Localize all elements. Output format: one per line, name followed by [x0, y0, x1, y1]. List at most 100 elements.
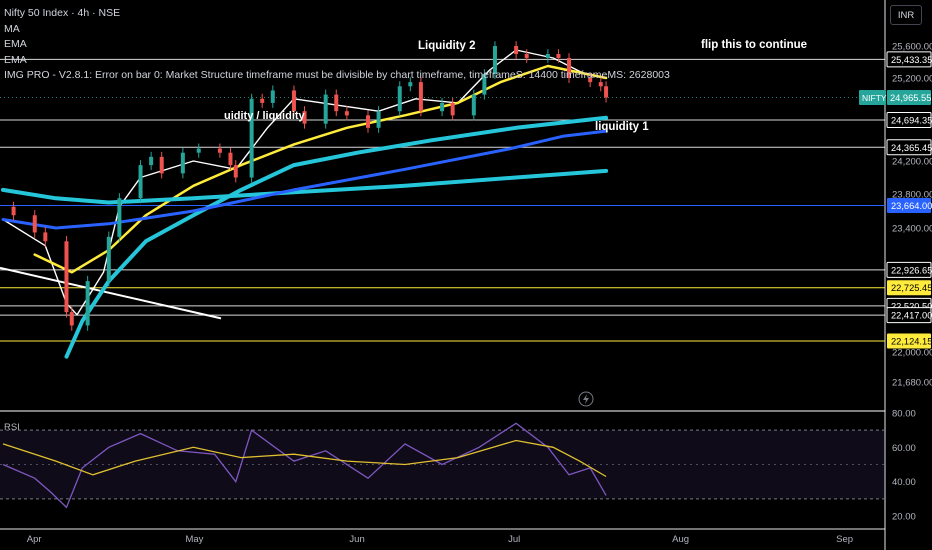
candle-body [598, 82, 603, 87]
level-label-0: 25,433.35 [891, 55, 932, 65]
candle-body [397, 86, 402, 112]
currency-button[interactable]: INR [890, 5, 922, 25]
price-tick-label: 23,800.00 [892, 190, 932, 201]
level-label-box-5 [887, 280, 931, 296]
indicator-ema-label-2[interactable]: EMA [4, 53, 27, 66]
moving-average-line-4 [1, 129, 608, 230]
candle-body [64, 241, 69, 313]
price-tick-label: 21,680.00 [892, 378, 932, 389]
candle-body [233, 165, 238, 178]
price-tick-label: 25,200.00 [892, 74, 932, 85]
moving-average-line-2 [64, 115, 609, 359]
candle-body [106, 236, 111, 282]
level-label-box-2 [886, 139, 932, 156]
candle-body [249, 98, 254, 178]
indicator-ma-label[interactable]: MA [4, 22, 20, 35]
candle-body [556, 54, 561, 58]
candle-body [418, 82, 423, 112]
candle-body [159, 156, 164, 174]
indicator-error-message: IMG PRO - V2.8.1: Error on bar 0: Market… [4, 69, 670, 81]
lightning-glyph [583, 394, 589, 404]
candle-body [196, 148, 201, 153]
time-tick-label: Aug [672, 534, 689, 545]
candle-body [217, 148, 222, 153]
candle-body [291, 90, 296, 112]
candle-body [450, 102, 455, 116]
price-tick-label: 22,000.00 [892, 348, 932, 359]
moving-average-line-1 [33, 64, 608, 274]
annotation-flip: flip this to continue [701, 39, 808, 51]
candle-body [545, 54, 550, 58]
candle-body [366, 115, 371, 128]
candle-body [323, 94, 328, 124]
level-label-box-7 [886, 307, 932, 324]
candle-body [180, 152, 185, 174]
candle-body [149, 156, 154, 166]
time-tick-label: May [185, 534, 203, 545]
candle-body [440, 102, 445, 112]
candle-body [524, 54, 529, 58]
rsi-ma-line [2, 439, 607, 478]
last-price-symbol-box [859, 89, 886, 105]
candle-body [334, 94, 339, 112]
level-label-6: 22,520.50 [891, 301, 932, 311]
last-price-box [887, 89, 931, 105]
time-tick-label: Apr [27, 534, 42, 545]
annotation-liquidity-mid: uidity / liquidity [224, 110, 305, 122]
candle-body [85, 281, 90, 326]
level-label-box-3 [887, 198, 931, 214]
trend-line [0, 266, 222, 320]
candle-body [32, 215, 37, 233]
level-label-1: 24,694.35 [891, 115, 932, 125]
candle-body [260, 98, 265, 103]
candle-body [302, 111, 307, 124]
rsi-label: RSI [4, 422, 20, 433]
rsi-line [2, 422, 607, 509]
level-label-box-0 [886, 51, 932, 68]
level-label-box-8 [887, 333, 931, 349]
level-label-3: 23,664.00 [891, 201, 932, 211]
symbol-title[interactable]: Nifty 50 Index · 4h · NSE [4, 7, 121, 19]
level-label-8: 22,124.15 [891, 337, 932, 347]
last-price-symbol: NIFTY [862, 93, 887, 103]
candle-body [11, 206, 16, 216]
candle-body [482, 74, 487, 95]
candle-body [588, 78, 593, 83]
candle-body [376, 111, 381, 128]
chart-legend: Nifty 50 Index · 4h · NSE MA EMA EMA IMG… [4, 6, 670, 84]
candle-body [270, 90, 275, 103]
time-tick-label: Sep [836, 534, 853, 545]
level-label-2: 24,365.45 [891, 143, 932, 153]
level-label-box-4 [886, 261, 932, 278]
candle-body [69, 312, 74, 326]
indicator-ema-label[interactable]: EMA [4, 38, 27, 50]
rsi-tick-label: 40.00 [892, 477, 916, 488]
candle-body [408, 82, 413, 87]
time-tick-label: Jul [508, 534, 520, 545]
candle-body [567, 58, 572, 78]
annotation-liquidity-2: Liquidity 2 [418, 40, 476, 52]
price-tick-label: 24,200.00 [892, 157, 932, 168]
candle-body [492, 46, 497, 74]
rsi-tick-label: 80.00 [892, 409, 916, 420]
candle-body [117, 198, 122, 237]
annotation-liquidity-1: liquidity 1 [595, 121, 649, 133]
price-tick-label: 23,400.00 [892, 224, 932, 235]
last-price-label: 24,965.55 [890, 93, 931, 103]
rsi-tick-label: 60.00 [892, 443, 916, 454]
level-label-5: 22,725.45 [891, 283, 932, 293]
level-label-7: 22,417.00 [891, 311, 932, 321]
time-tick-label: Jun [349, 534, 364, 545]
level-label-box-1 [886, 111, 932, 128]
rsi-tick-label: 20.00 [892, 512, 916, 523]
price-tick-label: 25,600.00 [892, 42, 932, 53]
moving-average-line-3 [1, 168, 609, 205]
candle-body [471, 94, 476, 116]
lightning-icon [578, 391, 594, 407]
candle-body [228, 152, 233, 166]
moving-average-line-0 [2, 49, 607, 316]
candle-body [514, 46, 519, 54]
candle-body [138, 165, 143, 199]
